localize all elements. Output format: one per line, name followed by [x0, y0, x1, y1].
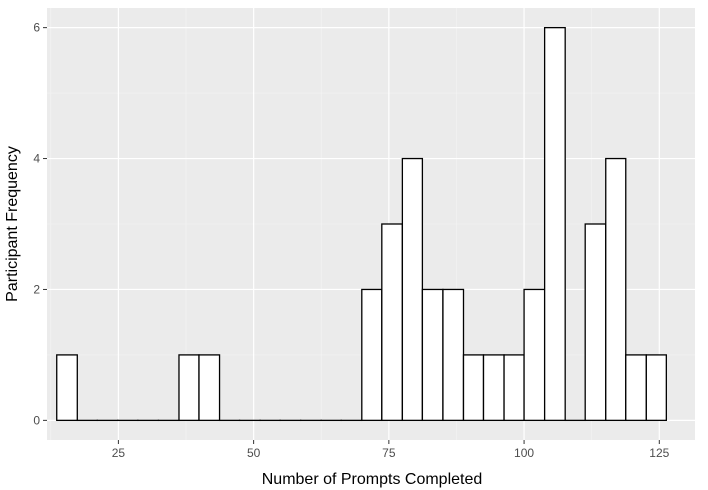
y-tick-label: 6 [33, 21, 40, 35]
histogram-bar [56, 354, 78, 422]
histogram-bar [421, 288, 444, 422]
y-tick-label: 2 [33, 282, 40, 296]
histogram-bar [178, 354, 200, 422]
histogram-bar [625, 354, 647, 422]
histogram-bar [543, 26, 566, 422]
x-tick-label: 25 [112, 446, 126, 460]
histogram-bar [198, 354, 221, 422]
x-tick-label: 75 [382, 446, 396, 460]
x-axis-ticks: 25 50 75 100 125 [112, 440, 670, 460]
histogram-bar [381, 223, 404, 422]
histogram-bar [584, 223, 607, 422]
histogram-bar [482, 354, 505, 422]
histogram-bar [401, 157, 424, 422]
y-axis-title: Participant Frequency [4, 146, 21, 302]
histogram-bar [645, 354, 667, 422]
y-tick-label: 4 [33, 152, 40, 166]
y-axis-ticks: 0 2 4 6 [33, 21, 47, 427]
y-tick-label: 0 [33, 413, 40, 427]
x-tick-label: 100 [514, 446, 534, 460]
histogram-bar [523, 288, 546, 422]
histogram-bar [442, 288, 465, 422]
x-tick-label: 125 [649, 446, 669, 460]
histogram-bar [503, 354, 525, 422]
x-tick-label: 50 [247, 446, 261, 460]
histogram-bar [462, 354, 485, 422]
histogram-bars [56, 26, 667, 422]
histogram-bar [361, 288, 383, 422]
histogram-bar [605, 157, 627, 422]
x-axis-title: Number of Prompts Completed [262, 471, 483, 488]
